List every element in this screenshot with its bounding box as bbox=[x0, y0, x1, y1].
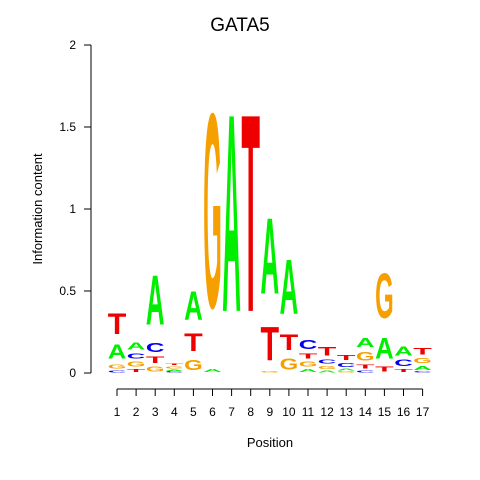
y-axis: 0 0.5 1 1.5 2 bbox=[59, 38, 92, 380]
logo-letter-c: C bbox=[146, 340, 165, 355]
logo-letter-a: A bbox=[222, 55, 241, 372]
x-tick-label: 6 bbox=[209, 405, 216, 419]
logo-letter-c: C bbox=[413, 371, 432, 373]
y-tick-label: 0.5 bbox=[59, 284, 76, 298]
logo-letter-t: T bbox=[261, 316, 280, 371]
logo-letter-a: A bbox=[413, 365, 432, 372]
logo-letter-a: A bbox=[299, 368, 318, 373]
logo-letter-a: A bbox=[356, 336, 375, 351]
x-axis: 1 2 3 4 5 6 7 8 9 10 11 12 13 14 15 16 17 bbox=[114, 388, 430, 419]
x-tick-label: 8 bbox=[247, 405, 254, 419]
logo-letter-c: C bbox=[127, 352, 146, 360]
logo-letter-a: A bbox=[108, 340, 127, 363]
logo-letter-t: T bbox=[394, 368, 414, 373]
x-tick-label: 10 bbox=[282, 405, 296, 419]
y-axis-label: Information content bbox=[30, 153, 45, 265]
x-axis-label: Position bbox=[247, 435, 293, 450]
logo-letter-a: A bbox=[280, 245, 299, 331]
logo-letter-c: C bbox=[337, 361, 356, 368]
logo-letter-g: G bbox=[165, 366, 184, 369]
logo-letter-a: A bbox=[184, 284, 203, 330]
x-tick-label: 1 bbox=[114, 405, 121, 419]
logo-letter-a: A bbox=[146, 262, 165, 340]
x-tick-label: 4 bbox=[171, 405, 178, 419]
logo-letter-a: A bbox=[165, 369, 184, 372]
logo-letter-g: G bbox=[375, 261, 394, 333]
logo-letter-t: T bbox=[413, 347, 432, 357]
y-tick-label: 1 bbox=[69, 202, 76, 216]
y-tick-label: 2 bbox=[69, 38, 76, 52]
x-tick-label: 3 bbox=[152, 405, 159, 419]
logo-letter-t: T bbox=[356, 363, 375, 370]
logo-letter-g: G bbox=[318, 365, 337, 370]
logo-letter-a: A bbox=[318, 370, 337, 373]
logo-letter-a: A bbox=[203, 368, 222, 373]
logo-letter-a: A bbox=[375, 332, 394, 365]
logo-letter-g: G bbox=[127, 360, 146, 368]
logo-letter-c: C bbox=[356, 370, 375, 373]
x-tick-label: 7 bbox=[228, 405, 235, 419]
logo-letter-t: T bbox=[337, 353, 356, 361]
logo-letter-g: G bbox=[280, 356, 299, 373]
y-tick-label: 0 bbox=[69, 366, 76, 380]
logo-letter-g: G bbox=[108, 363, 127, 370]
y-tick-label: 1.5 bbox=[59, 120, 76, 134]
logo-letter-t: T bbox=[127, 368, 147, 373]
x-tick-label: 13 bbox=[340, 405, 354, 419]
logo-letter-g: G bbox=[413, 357, 432, 365]
logo-letter-t: T bbox=[108, 308, 127, 340]
x-tick-label: 14 bbox=[359, 405, 373, 419]
x-tick-label: 15 bbox=[378, 405, 392, 419]
logo-letter-g: G bbox=[299, 360, 318, 368]
x-tick-label: 16 bbox=[397, 405, 411, 419]
logo-letter-t: T bbox=[184, 329, 203, 357]
logo-letter-a: A bbox=[394, 344, 413, 359]
logo-letter-c: C bbox=[394, 359, 413, 369]
x-tick-label: 11 bbox=[302, 405, 315, 419]
logo-letter-t: T bbox=[375, 365, 394, 373]
logo-letter-c: C bbox=[108, 370, 127, 373]
chart-title: GATA5 bbox=[210, 15, 269, 36]
logo-letter-a: A bbox=[261, 196, 280, 317]
x-tick-label: 17 bbox=[416, 405, 430, 419]
x-tick-label: 5 bbox=[190, 405, 197, 419]
logo-letter-c: C bbox=[299, 337, 318, 352]
logo-letter-t: T bbox=[165, 363, 184, 366]
x-tick-label: 12 bbox=[320, 405, 334, 419]
logo-letter-a: A bbox=[127, 341, 146, 353]
logo-letter-g: G bbox=[184, 357, 203, 373]
x-tick-label: 9 bbox=[266, 405, 273, 419]
logo-letter-t: T bbox=[299, 352, 318, 360]
logo-letter-t: T bbox=[318, 345, 337, 358]
logo-letter-g: G bbox=[146, 365, 165, 373]
logo-letter-g: G bbox=[337, 371, 356, 373]
logo-letter-c: C bbox=[318, 358, 337, 365]
logo-letter-a: A bbox=[337, 368, 356, 371]
logo-letter-g: G bbox=[356, 350, 375, 363]
logo-letter-t: T bbox=[280, 330, 299, 355]
logo-letter-g: G bbox=[261, 371, 280, 373]
x-tick-label: 2 bbox=[133, 405, 140, 419]
logo-letter-c: C bbox=[165, 371, 184, 373]
logo-letter-t: T bbox=[146, 355, 165, 365]
logo-letter-g: G bbox=[203, 55, 222, 366]
logo-letter-t: T bbox=[241, 55, 260, 371]
